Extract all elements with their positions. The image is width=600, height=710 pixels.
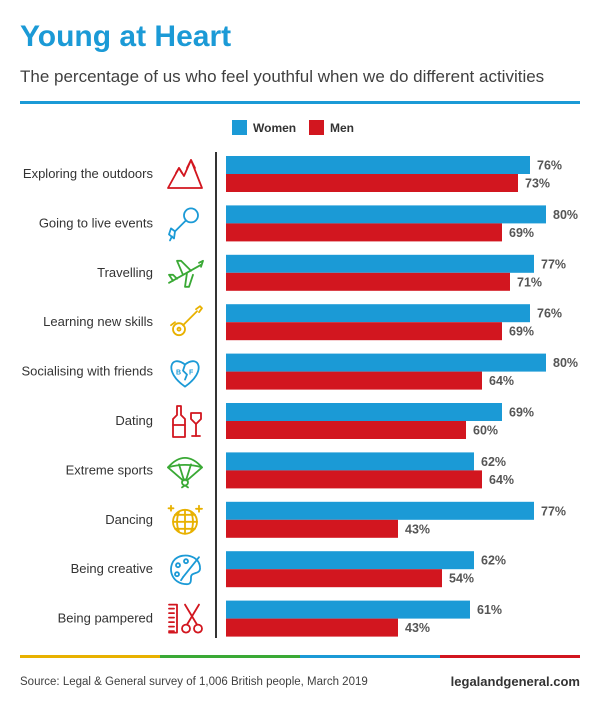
value-label-men: 43%: [405, 621, 430, 635]
website-link[interactable]: legalandgeneral.com: [450, 674, 580, 689]
value-label-men: 71%: [517, 275, 542, 289]
microphone-icon: [168, 207, 199, 242]
bar-men: [226, 371, 482, 390]
svg-text:B: B: [176, 370, 181, 377]
bar-women: [226, 353, 546, 372]
bar-men: [226, 272, 510, 291]
mountains-icon: [167, 159, 203, 189]
value-label-women: 80%: [553, 356, 578, 370]
footer-rule-segment: [160, 655, 300, 658]
category-row: Extreme sports 62% 64%: [66, 452, 514, 489]
category-label: Socialising with friends: [21, 364, 153, 379]
value-label-women: 61%: [477, 603, 502, 617]
category-row: Exploring the outdoors 76% 73%: [23, 156, 562, 192]
category-label: Learning new skills: [43, 314, 153, 329]
value-label-women: 76%: [537, 159, 562, 173]
svg-text:F: F: [189, 370, 194, 377]
category-label: Travelling: [97, 265, 153, 280]
bar-men: [226, 470, 482, 489]
category-row: Socialising with friends B F80%64%: [21, 353, 578, 390]
bar-men: [226, 322, 502, 341]
bar-women: [226, 452, 474, 471]
bar-women: [226, 501, 534, 520]
legend-swatch-women: [232, 120, 247, 135]
chart-rows: Exploring the outdoors 76% 73% Going to liv…: [21, 156, 578, 637]
bar-chart: Women Men Exploring the outdoors 76% 73% Goi…: [21, 120, 578, 638]
bar-women: [226, 254, 534, 273]
category-label: Extreme sports: [66, 462, 154, 477]
guitar-icon: [170, 305, 203, 337]
comb-scissors-icon: [168, 603, 203, 634]
value-label-women: 62%: [481, 554, 506, 568]
legend: Women Men: [232, 120, 354, 135]
bar-men: [226, 174, 518, 192]
category-row: Travelling 77% 71%: [97, 254, 566, 291]
value-label-men: 69%: [509, 226, 534, 240]
category-row: Going to live events 80% 69%: [39, 205, 578, 242]
chart-subtitle: The percentage of us who feel youthful w…: [20, 67, 545, 86]
value-label-women: 77%: [541, 257, 566, 271]
airplane-icon: [168, 259, 204, 288]
disco-ball-icon: [167, 504, 203, 535]
value-label-men: 43%: [405, 522, 430, 536]
legend-label-men: Men: [330, 121, 354, 135]
category-row: Being pampered 61% 43%: [58, 600, 502, 637]
footer-rule-segment: [20, 655, 160, 658]
category-label: Being pampered: [58, 611, 153, 626]
bar-men: [226, 618, 398, 637]
source-note: Source: Legal & General survey of 1,006 …: [20, 676, 368, 688]
paint-palette-icon: [170, 554, 201, 586]
legend-swatch-men: [309, 120, 324, 135]
category-row: Learning new skills 76%69%: [43, 304, 562, 341]
value-label-men: 69%: [509, 325, 534, 339]
footer-rule-segment: [300, 655, 440, 658]
legend-label-women: Women: [253, 121, 296, 135]
value-label-women: 69%: [509, 406, 534, 420]
bar-men: [226, 519, 398, 538]
chart-title: Young at Heart: [20, 20, 232, 53]
value-label-men: 64%: [489, 374, 514, 388]
value-label-women: 62%: [481, 455, 506, 469]
footer-rule-segment: [440, 655, 580, 658]
value-label-women: 80%: [553, 208, 578, 222]
category-row: Dancing 77% 43%: [105, 501, 566, 538]
category-label: Dancing: [105, 512, 153, 527]
footer-rule: [20, 655, 580, 658]
category-label: Exploring the outdoors: [23, 166, 154, 181]
category-label: Being creative: [71, 561, 153, 576]
bar-women: [226, 304, 530, 323]
value-label-men: 60%: [473, 424, 498, 438]
bar-women: [226, 205, 546, 224]
category-row: Dating 69% 60%: [115, 403, 534, 439]
wine-bottle-glass-icon: [172, 405, 202, 438]
paraglider-icon: [167, 457, 203, 489]
bar-men: [226, 569, 442, 588]
header-rule: [20, 101, 580, 104]
bar-men: [226, 421, 466, 439]
value-label-men: 73%: [525, 177, 550, 191]
bar-men: [226, 223, 502, 242]
bar-women: [226, 403, 502, 421]
category-label: Dating: [115, 413, 153, 428]
bar-women: [226, 551, 474, 570]
category-row: Being creative 62% 54%: [71, 551, 506, 588]
value-label-men: 64%: [489, 473, 514, 487]
value-label-women: 76%: [537, 307, 562, 321]
value-label-men: 54%: [449, 572, 474, 586]
bar-women: [226, 600, 470, 619]
bar-women: [226, 156, 530, 174]
value-label-women: 77%: [541, 504, 566, 518]
category-label: Going to live events: [39, 215, 154, 230]
